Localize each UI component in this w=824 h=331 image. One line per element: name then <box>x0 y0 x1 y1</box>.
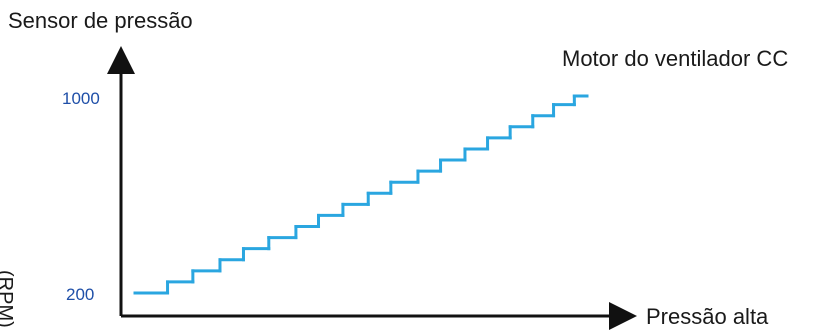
series-layer <box>133 94 589 295</box>
y-axis-arrow <box>107 46 135 74</box>
x-axis-arrow <box>609 302 637 330</box>
y-axis-unit: (RPM) <box>0 270 16 328</box>
series-label: Motor do ventilador CC <box>562 46 789 71</box>
y-axis-title: Sensor de pressão <box>8 8 193 33</box>
y-tick-label-max: 1000 <box>62 89 100 108</box>
x-axis-title: Pressão alta <box>646 304 769 329</box>
axes <box>107 46 637 330</box>
y-tick-label-min: 200 <box>66 285 95 304</box>
